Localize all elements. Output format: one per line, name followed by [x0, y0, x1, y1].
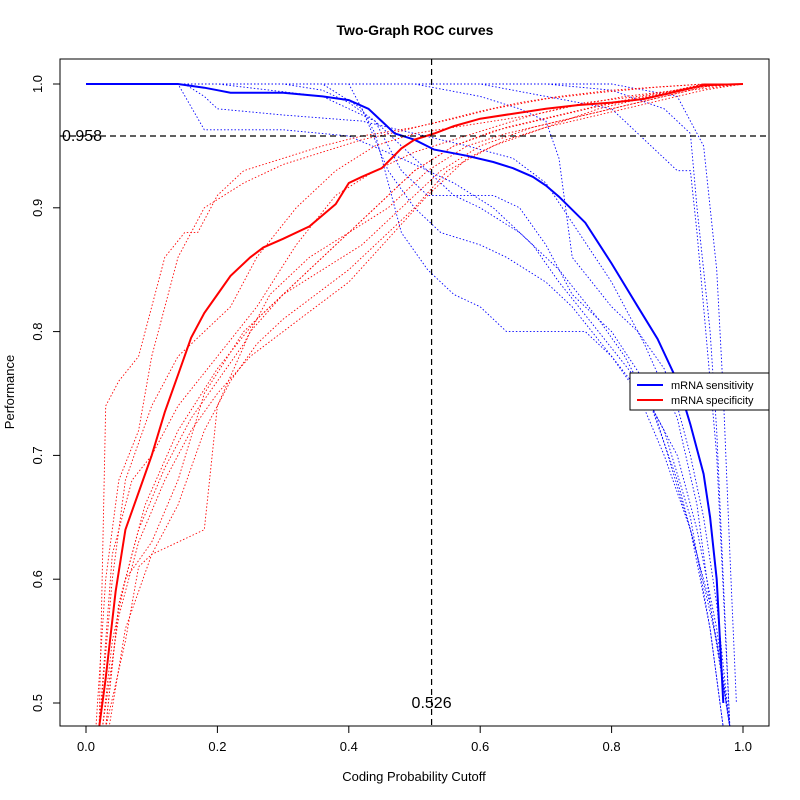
chart-title: Two-Graph ROC curves	[337, 22, 494, 38]
fold-curve-15	[105, 83, 743, 726]
cutoff-y-label: 0.958	[62, 128, 102, 145]
fold-curve-3	[86, 83, 731, 726]
fold-lines	[86, 83, 744, 726]
x-tick-label: 1.0	[734, 739, 752, 754]
x-tick-label: 0.8	[603, 739, 621, 754]
fold-curve-7	[86, 83, 731, 726]
fold-curve-19	[98, 83, 744, 726]
x-axis: 0.0 0.2 0.4 0.6 0.8 1.0	[77, 725, 752, 754]
fold-curve-8	[86, 83, 731, 726]
legend-label-specificity: mRNA specificity	[671, 395, 754, 407]
x-axis-label: Coding Probability Cutoff	[342, 769, 486, 784]
legend: mRNA sensitivity mRNA specificity	[629, 372, 770, 411]
fold-curve-17	[108, 83, 743, 726]
y-tick-label: 0.6	[30, 570, 45, 588]
legend-box	[629, 372, 770, 411]
x-tick-label: 0.4	[340, 739, 358, 754]
x-tick-label: 0.2	[208, 739, 226, 754]
y-tick-label: 0.8	[30, 323, 45, 341]
cutoff-x-label: 0.526	[412, 695, 452, 712]
y-tick-label: 1.0	[30, 75, 45, 93]
y-tick-label: 0.7	[30, 446, 45, 464]
fold-curve-18	[102, 83, 744, 726]
fold-curve-13	[98, 83, 743, 726]
fold-curve-10	[86, 83, 737, 704]
x-tick-label: 0.0	[77, 739, 95, 754]
y-tick-label: 0.9	[30, 199, 45, 217]
fold-curve-5	[86, 83, 731, 726]
y-axis: 0.5 0.6 0.7 0.8 0.9 1.0	[30, 75, 61, 712]
x-tick-label: 0.6	[471, 739, 489, 754]
legend-label-sensitivity: mRNA sensitivity	[671, 380, 754, 392]
fold-curve-2	[86, 83, 724, 726]
y-axis-label: Performance	[2, 355, 17, 429]
y-tick-label: 0.5	[30, 694, 45, 712]
mrna-specificity-curve	[98, 83, 744, 726]
fold-curve-12	[98, 83, 743, 726]
fold-curve-1	[86, 83, 731, 726]
